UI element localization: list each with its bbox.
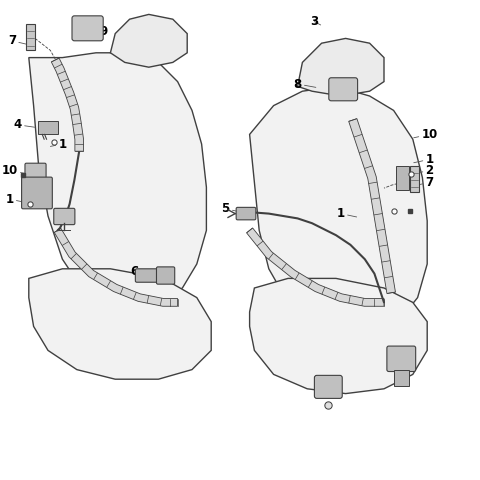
Text: 4: 4: [13, 118, 35, 132]
Polygon shape: [348, 119, 396, 293]
Text: 10: 10: [1, 164, 26, 177]
FancyBboxPatch shape: [135, 269, 158, 282]
FancyBboxPatch shape: [25, 163, 46, 186]
Text: 1: 1: [414, 153, 433, 166]
Bar: [26, 24, 35, 50]
Polygon shape: [110, 14, 187, 67]
Polygon shape: [247, 228, 384, 306]
Text: 2: 2: [414, 164, 433, 177]
FancyBboxPatch shape: [236, 207, 256, 220]
Text: 1: 1: [6, 192, 26, 206]
Polygon shape: [250, 278, 427, 394]
Text: 3: 3: [54, 207, 66, 220]
FancyBboxPatch shape: [329, 78, 358, 101]
FancyBboxPatch shape: [156, 267, 175, 284]
Text: 1: 1: [337, 207, 357, 220]
Text: 7: 7: [414, 176, 433, 189]
Polygon shape: [54, 228, 178, 306]
Polygon shape: [298, 38, 384, 96]
Text: 10: 10: [414, 128, 438, 141]
FancyBboxPatch shape: [22, 177, 52, 209]
Text: 1: 1: [50, 137, 66, 151]
FancyBboxPatch shape: [72, 16, 103, 41]
Polygon shape: [51, 58, 84, 151]
FancyBboxPatch shape: [387, 346, 416, 372]
Text: 6: 6: [130, 264, 142, 278]
Text: 3: 3: [311, 15, 321, 28]
FancyBboxPatch shape: [314, 375, 342, 398]
Bar: [394, 370, 409, 386]
Polygon shape: [29, 53, 206, 307]
Polygon shape: [29, 269, 211, 379]
Bar: [410, 166, 419, 192]
Text: 9: 9: [89, 24, 108, 38]
Polygon shape: [250, 86, 427, 331]
Text: 5: 5: [221, 202, 241, 216]
Text: 8: 8: [293, 77, 316, 91]
Text: 7: 7: [8, 34, 26, 48]
Bar: [38, 121, 58, 134]
Bar: [396, 166, 409, 190]
FancyBboxPatch shape: [54, 208, 75, 225]
